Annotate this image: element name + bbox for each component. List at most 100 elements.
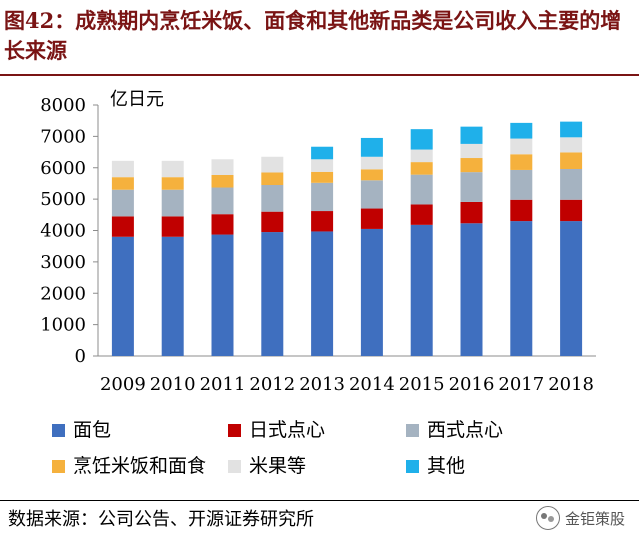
legend-item: 其他 [406,454,465,478]
y-axis-unit-label: 亿日元 [110,89,164,110]
legend-swatch [52,459,65,473]
chart-bars [111,121,583,356]
x-tick-label: 2010 [150,374,196,395]
source-divider [0,500,639,501]
bar-segment [261,172,284,186]
bar-segment [410,224,433,356]
legend-label: 烹饪米饭和面食 [73,455,207,477]
y-tick-label: 5000 [40,189,86,210]
bar-segment [161,160,184,178]
x-tick-label: 2013 [299,374,345,395]
legend-swatch [228,423,241,437]
bar-segment [311,159,334,172]
bar-segment [161,216,184,237]
bar-segment [261,211,284,233]
legend-label: 日式点心 [249,419,326,441]
bar-segment [560,221,583,356]
y-tick-label: 2000 [40,283,86,304]
bar-segment [460,201,483,224]
bar-segment [560,199,583,222]
watermark: 金钜策股 [535,506,625,530]
bar-segment [211,234,234,356]
bar-segment [360,137,383,157]
bar-segment [510,122,533,139]
y-tick-label: 7000 [40,126,86,147]
bar-segment [510,169,533,200]
legend-swatch [228,459,241,473]
bar-segment [111,216,134,237]
bar-segment [560,121,583,138]
bar-segment [460,158,483,173]
bar-segment [360,169,383,181]
bar-segment [360,208,383,229]
bar-segment [211,214,234,235]
legend-item: 面包 [52,418,111,442]
bar-segment [460,172,483,202]
legend-swatch [406,423,419,437]
legend-label: 西式点心 [427,419,504,441]
bar-segment [161,189,184,217]
x-tick-label: 2011 [200,374,246,395]
bar-segment [211,187,234,215]
wechat-icon [535,506,560,530]
bar-segment [261,185,284,212]
chart-title: 图42：成熟期内烹饪米饭、面食和其他新品类是公司收入主要的增长来源 [4,8,622,63]
bar-segment [560,169,583,200]
bar-segment [311,182,334,212]
legend-label: 其他 [427,455,466,477]
x-tick-label: 2012 [249,374,295,395]
bar-segment [111,236,134,356]
bar-segment [111,160,134,178]
y-tick-label: 8000 [40,95,86,116]
x-tick-label: 2016 [449,374,495,395]
bar-segment [460,143,483,159]
legend-item: 日式点心 [228,418,325,442]
bar-segment [161,177,184,190]
y-tick-label: 3000 [40,252,86,273]
bar-segment [510,154,533,170]
y-tick-label: 1000 [40,315,86,336]
bar-segment [560,137,583,153]
chart-legend: 面包 日式点心 西式点心烹饪米饭和面食 米果等 其他 [52,412,612,486]
legend-item: 烹饪米饭和面食 [52,454,206,478]
bar-segment [261,232,284,356]
bar-segment [510,221,533,356]
bar-segment [560,152,583,170]
bar-segment [111,177,134,190]
bar-segment [111,189,134,217]
y-tick-label: 4000 [40,221,86,242]
bar-segment [211,174,234,188]
bar-segment [410,204,433,225]
x-tick-label: 2014 [349,374,395,395]
x-tick-label: 2015 [399,374,445,395]
bar-segment [161,236,184,356]
bar-segment [360,156,383,170]
bar-segment [311,146,334,160]
bar-segment [360,180,383,209]
bar-segment [510,199,533,222]
bar-segment [211,159,234,175]
title-divider [0,74,639,76]
bar-segment [410,149,433,163]
x-tick-label: 2009 [100,374,146,395]
watermark-text: 金钜策股 [564,509,625,528]
bar-segment [261,156,284,173]
bar-segment [410,162,433,175]
y-tick-label: 0 [75,346,86,367]
legend-item: 西式点心 [406,418,503,442]
bar-segment [510,138,533,155]
bar-segment [311,171,334,183]
x-tick-label: 2018 [548,374,594,395]
bar-segment [460,223,483,356]
legend-item: 米果等 [228,454,306,478]
bar-segment [410,174,433,205]
y-tick-label: 6000 [40,158,86,179]
bar-segment [460,126,483,144]
legend-label: 面包 [73,419,112,441]
bar-segment [410,129,433,150]
bar-segment [311,231,334,356]
source-note: 数据来源：公司公告、开源证券研究所 [8,509,314,530]
legend-swatch [52,423,65,437]
